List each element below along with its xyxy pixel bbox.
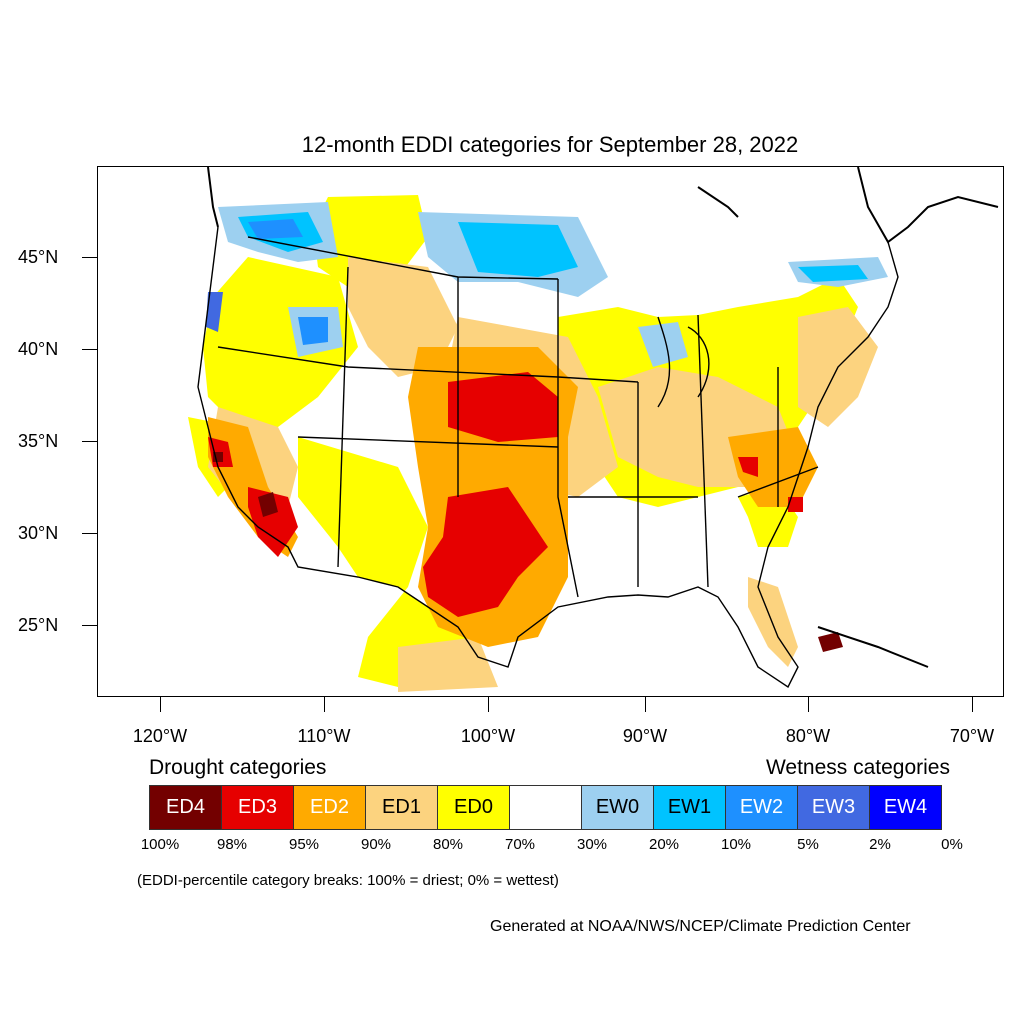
percentile-break-label: 30% xyxy=(576,836,608,853)
category-legend: ED4 ED3 ED2 ED1 ED0 EW0 EW1 EW2 EW3 EW4 xyxy=(149,785,942,830)
map-title: 12-month EDDI categories for September 2… xyxy=(301,132,799,157)
lat-label-30: 30°N xyxy=(18,523,59,543)
lon-label-120w: 120°W xyxy=(132,726,188,746)
percentile-break-label: 10% xyxy=(720,836,752,853)
eddi-map xyxy=(188,167,999,692)
lat-label-25: 25°N xyxy=(18,615,59,635)
lon-tick xyxy=(160,697,161,712)
boundaries xyxy=(197,226,899,689)
percentile-break-label: 5% xyxy=(797,836,819,853)
drought-categories-title: Drought categories xyxy=(149,756,327,779)
lat-label-45: 45°N xyxy=(18,247,59,267)
legend-swatch-normal xyxy=(509,785,582,830)
category-note: (EDDI-percentile category breaks: 100% =… xyxy=(137,872,559,889)
legend-swatch-ed3: ED3 xyxy=(221,785,294,830)
lat-tick xyxy=(82,441,97,442)
percentile-break-label: 95% xyxy=(288,836,320,853)
wetness-categories-title: Wetness categories xyxy=(765,756,950,779)
legend-swatch-ed4: ED4 xyxy=(149,785,222,830)
lat-tick xyxy=(82,257,97,258)
lon-tick xyxy=(972,697,973,712)
lon-label-80w: 80°W xyxy=(785,726,831,746)
lon-tick xyxy=(808,697,809,712)
credit-line: Generated at NOAA/NWS/NCEP/Climate Predi… xyxy=(490,918,911,935)
lat-tick xyxy=(82,349,97,350)
legend-swatch-ed0: ED0 xyxy=(437,785,510,830)
percentile-break-label: 2% xyxy=(869,836,891,853)
percentile-break-label: 0% xyxy=(941,836,963,853)
percentile-break-label: 70% xyxy=(504,836,536,853)
lon-tick xyxy=(488,697,489,712)
lon-label-100w: 100°W xyxy=(460,726,516,746)
lon-label-110w: 110°W xyxy=(297,726,351,746)
lat-tick xyxy=(82,533,97,534)
legend-swatch-ew2: EW2 xyxy=(725,785,798,830)
lon-label-70w: 70°W xyxy=(949,726,995,746)
percentile-break-label: 100% xyxy=(140,836,180,853)
legend-swatch-ew3: EW3 xyxy=(797,785,870,830)
wet-areas xyxy=(206,202,888,367)
lon-label-90w: 90°W xyxy=(622,726,668,746)
legend-swatch-ed1: ED1 xyxy=(365,785,438,830)
legend-swatch-ew0: EW0 xyxy=(581,785,654,830)
percentile-break-label: 80% xyxy=(432,836,464,853)
lon-tick xyxy=(324,697,325,712)
lon-tick xyxy=(645,697,646,712)
legend-swatch-ew4: EW4 xyxy=(869,785,942,830)
percentile-break-label: 90% xyxy=(360,836,392,853)
map-panel xyxy=(97,166,1004,697)
lat-tick xyxy=(82,625,97,626)
legend-swatch-ed2: ED2 xyxy=(293,785,366,830)
lat-label-35: 35°N xyxy=(18,431,59,451)
lat-label-40: 40°N xyxy=(18,339,59,359)
legend-swatch-ew1: EW1 xyxy=(653,785,726,830)
percentile-break-label: 20% xyxy=(648,836,680,853)
canada-coast xyxy=(207,167,999,668)
percentile-break-label: 98% xyxy=(216,836,248,853)
